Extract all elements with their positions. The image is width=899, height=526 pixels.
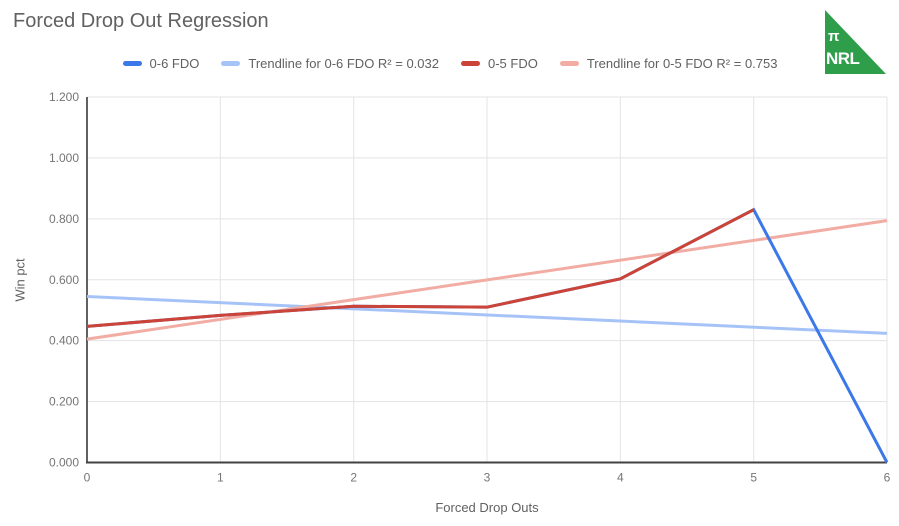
legend-item-trendline-0-5-fdo: Trendline for 0-5 FDO R² = 0.753 [559,55,778,71]
x-tick-label: 4 [617,471,624,485]
pi-symbol: π [828,28,840,45]
y-tick-label: 1.200 [49,90,79,104]
legend-item-0-6-fdo: 0-6 FDO [122,55,200,71]
x-tick-label: 2 [350,471,357,485]
legend-swatch-0-5-fdo [461,60,480,66]
nrl-logo-triangle [825,10,886,74]
x-tick-label: 1 [217,471,224,485]
y-tick-label: 0.200 [49,395,79,409]
y-tick-label: 0.800 [49,212,79,226]
legend-item-trendline-0-6-fdo: Trendline for 0-6 FDO R² = 0.032 [221,56,439,71]
chart-legend: 0-6 FDO Trendline for 0-6 FDO R² = 0.032… [30,54,870,72]
x-tick-label: 0 [84,471,91,485]
nrl-logo: π NRL [825,10,886,74]
chart-title: Forced Drop Out Regression [13,10,269,32]
series-line-trendline-for-0-6-fdo-r-0-032 [86,295,888,335]
y-axis-title: Win pct [12,258,28,302]
x-tick-label: 5 [750,471,757,485]
legend-swatch-trendline-0-6-fdo [221,60,241,66]
x-axis-title: Forced Drop Outs [435,500,539,515]
nrl-logo-text: NRL [826,49,860,68]
legend-swatch-trendline-0-5-fdo [559,60,579,66]
series-line-0-5-fdo [86,208,755,328]
legend-label-0-6-fdo: 0-6 FDO [149,55,200,71]
legend-item-0-5-fdo: 0-5 FDO [461,56,538,71]
y-tick-label: 0.000 [49,456,79,470]
y-tick-label: 0.600 [49,273,79,287]
legend-label-trendline-0-5-fdo: Trendline for 0-5 FDO R² = 0.753 [586,55,778,71]
legend-label-trendline-0-6-fdo: Trendline for 0-6 FDO R² = 0.032 [248,55,439,71]
y-tick-label: 1.000 [49,151,79,165]
series-line-trendline-for-0-5-fdo-r-0-753 [86,219,888,341]
x-tick-label: 3 [484,471,491,485]
x-tick-label: 6 [884,471,891,485]
legend-swatch-0-6-fdo [122,60,142,66]
y-tick-label: 0.400 [49,334,79,348]
legend-label-0-5-fdo: 0-5 FDO [488,55,538,71]
